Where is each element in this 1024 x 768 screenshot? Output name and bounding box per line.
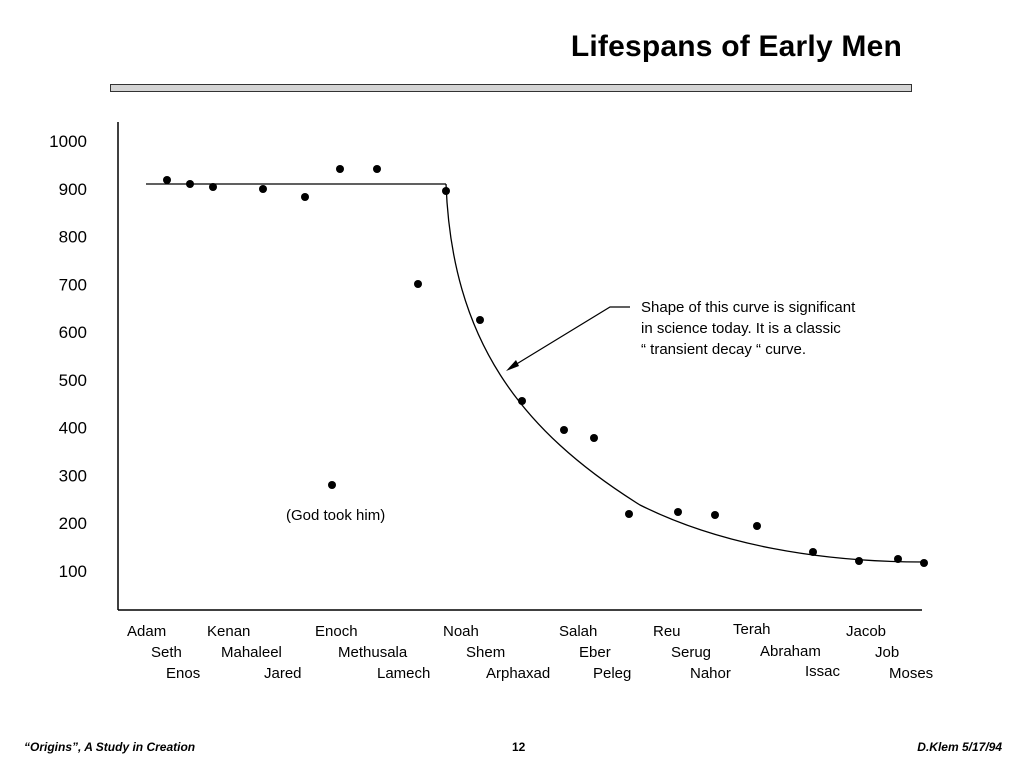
data-point-seth [186,180,194,188]
data-point-arphaxad [518,397,526,405]
y-tick-label: 400 [59,419,87,438]
x-label-seth: Seth [151,644,182,661]
data-point-jared [336,165,344,173]
x-label-eber: Eber [579,644,611,661]
x-label-reu: Reu [653,623,681,640]
x-label-adam: Adam [127,623,166,640]
y-tick-label: 1000 [49,132,87,151]
footer-course-title: “Origins”, A Study in Creation [24,740,196,754]
x-label-methusala: Methusala [338,644,408,661]
data-point-peleg [625,510,633,518]
data-point-lamech [414,280,422,288]
data-point-nahor [753,522,761,530]
x-label-abraham: Abraham [760,643,821,660]
y-tick-label: 300 [59,466,87,485]
x-label-issac: Issac [805,663,841,680]
chart-annotations: (God took him) Shape of this curve is sig… [286,299,856,524]
x-label-lamech: Lamech [377,665,430,682]
data-point-enoch [328,481,336,489]
y-tick-labels: 100 200 300 400 500 600 700 800 900 1000 [49,132,87,581]
x-label-enoch: Enoch [315,623,358,640]
data-point-adam [163,176,171,184]
footer-author-date: D.Klem 5/17/94 [917,740,1002,754]
x-label-moses: Moses [889,665,933,682]
x-label-jacob: Jacob [846,623,886,640]
y-tick-label: 600 [59,323,87,342]
data-point-issac [894,555,902,563]
curve-annotation-line: in science today. It is a classic [641,320,841,337]
x-category-labels: Adam Seth Enos Kenan Mahaleel Jared Enoch Methu… [127,621,933,682]
x-label-enos: Enos [166,665,200,682]
data-point-shem [476,316,484,324]
footer-page-number: 12 [512,740,526,754]
lifespan-chart: 100 200 300 400 500 600 700 800 900 1000 Adam Seth… [49,122,933,682]
y-tick-label: 900 [59,180,87,199]
curve-annotation-line: Shape of this curve is significant [641,299,856,316]
data-point-enos [209,183,217,191]
trend-lines [146,183,925,563]
chart-axes [117,122,922,611]
title-underline-bar [110,84,912,92]
data-point-abraham [855,557,863,565]
annotation-arrowhead [506,360,519,371]
x-label-salah: Salah [559,623,597,640]
data-point-noah [442,187,450,195]
curve-annotation-line: “ transient decay “ curve. [641,341,806,358]
data-point-kenan [259,185,267,193]
data-points [163,165,928,567]
x-label-nahor: Nahor [690,665,731,682]
data-point-eber [590,434,598,442]
x-label-mahaleel: Mahaleel [221,644,282,661]
decay-curve [445,183,925,563]
data-point-terah [809,548,817,556]
data-point-methusala [373,165,381,173]
x-label-shem: Shem [466,644,505,661]
y-tick-label: 200 [59,514,87,533]
data-point-mahaleel [301,193,309,201]
y-tick-label: 500 [59,371,87,390]
data-point-reu [674,508,682,516]
data-point-serug [711,511,719,519]
enoch-annotation: (God took him) [286,507,385,524]
x-label-kenan: Kenan [207,623,250,640]
annotation-leader-line [509,306,630,369]
data-point-salah [560,426,568,434]
x-label-jared: Jared [264,665,302,682]
x-label-noah: Noah [443,623,479,640]
y-tick-label: 700 [59,275,87,294]
x-label-peleg: Peleg [593,665,631,682]
y-tick-label: 800 [59,228,87,247]
x-label-terah: Terah [733,621,771,638]
x-label-arphaxad: Arphaxad [486,665,550,682]
data-point-jacob [920,559,928,567]
slide-title: Lifespans of Early Men [570,30,902,63]
x-label-job: Job [875,644,899,661]
y-tick-label: 100 [59,562,87,581]
x-label-serug: Serug [671,644,711,661]
